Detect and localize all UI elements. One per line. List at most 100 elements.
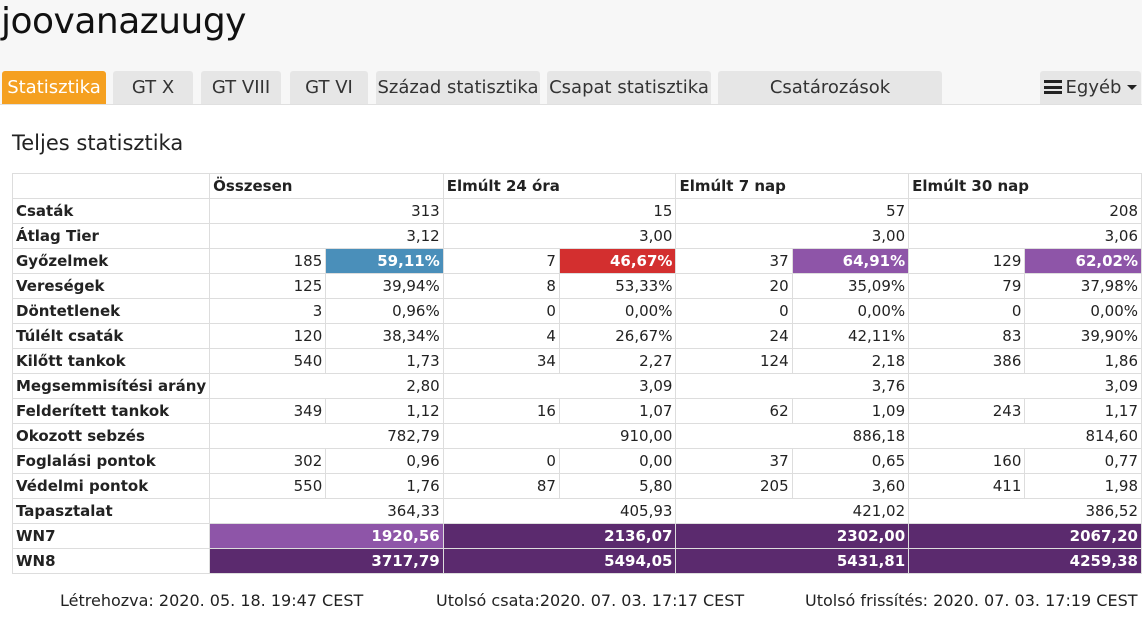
tab-label: Csapat statisztika <box>549 77 709 98</box>
ratio-cell: 46,67% <box>558 248 677 274</box>
count-cell: 349 <box>209 398 327 424</box>
value-cell: 886,18 <box>675 423 910 449</box>
count-cell: 185 <box>209 248 327 274</box>
ratio-cell: 0,65 <box>791 448 910 474</box>
count-cell: 205 <box>675 473 793 499</box>
value-cell: 4259,38 <box>908 548 1142 574</box>
ratio-cell: 0,00% <box>791 298 910 324</box>
table-row: Megsemmisítési arány 2,80 3,09 3,76 3,09 <box>11 373 1142 399</box>
value-cell: 2302,00 <box>675 523 910 549</box>
value-cell: 57 <box>675 198 910 224</box>
table-row: WN8 3717,79 5494,05 5431,81 4259,38 <box>11 548 1142 574</box>
count-cell: 4 <box>442 323 560 349</box>
table-row: Okozott sebzés 782,79 910,00 886,18 814,60 <box>11 423 1142 449</box>
value-cell: 814,60 <box>908 423 1142 449</box>
ratio-cell: 38,34% <box>325 323 444 349</box>
row-label: Átlag Tier <box>11 223 211 249</box>
value-cell: 3,76 <box>675 373 910 399</box>
value-cell: 3,09 <box>442 373 677 399</box>
row-label: Vereségek <box>11 273 211 299</box>
row-label: Védelmi pontok <box>11 473 211 499</box>
ratio-cell: 1,09 <box>791 398 910 424</box>
count-cell: 24 <box>675 323 793 349</box>
value-cell: 5431,81 <box>675 548 910 574</box>
ratio-cell: 1,98 <box>1024 473 1142 499</box>
last-battle-timestamp: Utolsó csata:2020. 07. 03. 17:17 CEST <box>436 591 745 610</box>
count-cell: 0 <box>442 448 560 474</box>
column-header: Összesen <box>209 173 444 199</box>
tab-bar: Statisztika GT X GT VIII GT VI Század st… <box>0 71 1142 131</box>
value-cell: 3,09 <box>908 373 1142 399</box>
row-label: WN7 <box>11 523 211 549</box>
tab-csapat-statisztika[interactable]: Csapat statisztika <box>547 71 711 104</box>
count-cell: 0 <box>908 298 1026 324</box>
count-cell: 20 <box>675 273 793 299</box>
table-row: Védelmi pontok 550 1,76 87 5,80 205 3,60 411 1,9… <box>11 473 1142 499</box>
count-cell: 160 <box>908 448 1026 474</box>
count-cell: 87 <box>442 473 560 499</box>
table-row: WN7 1920,56 2136,07 2302,00 2067,20 <box>11 523 1142 549</box>
count-cell: 243 <box>908 398 1026 424</box>
row-label: Döntetlenek <box>11 298 211 324</box>
value-cell: 1920,56 <box>209 523 444 549</box>
hamburger-menu-icon <box>1043 80 1062 94</box>
count-cell: 8 <box>442 273 560 299</box>
table-header-row: Összesen Elmúlt 24 óra Elmúlt 7 nap Elmú… <box>11 173 1142 199</box>
column-header: Elmúlt 7 nap <box>675 173 910 199</box>
table-row: Tapasztalat 364,33 405,93 421,02 386,52 <box>11 498 1142 524</box>
ratio-cell: 26,67% <box>558 323 677 349</box>
ratio-cell: 0,96% <box>325 298 444 324</box>
ratio-cell: 1,86 <box>1024 348 1142 374</box>
value-cell: 405,93 <box>442 498 677 524</box>
tab-egyeb-dropdown[interactable]: Egyéb <box>1040 71 1141 104</box>
count-cell: 125 <box>209 273 327 299</box>
count-cell: 0 <box>675 298 793 324</box>
ratio-cell: 59,11% <box>325 248 444 274</box>
ratio-cell: 2,27 <box>558 348 677 374</box>
ratio-cell: 1,17 <box>1024 398 1142 424</box>
count-cell: 37 <box>675 448 793 474</box>
ratio-cell: 53,33% <box>558 273 677 299</box>
count-cell: 124 <box>675 348 793 374</box>
row-label: WN8 <box>11 548 211 574</box>
tab-label: GT VIII <box>211 77 271 98</box>
ratio-cell: 62,02% <box>1024 248 1142 274</box>
value-cell: 2136,07 <box>442 523 677 549</box>
created-timestamp: Létrehozva: 2020. 05. 18. 19:47 CEST <box>60 591 364 610</box>
value-cell: 15 <box>442 198 677 224</box>
page-title: joovanazuugy <box>1 1 246 42</box>
count-cell: 7 <box>442 248 560 274</box>
tab-csatarozasok-statisztikak[interactable]: Csatározások statisztikák <box>718 71 942 131</box>
value-cell: 386,52 <box>908 498 1142 524</box>
ratio-cell: 1,07 <box>558 398 677 424</box>
ratio-cell: 35,09% <box>791 273 910 299</box>
value-cell: 3,00 <box>675 223 910 249</box>
ratio-cell: 1,73 <box>325 348 444 374</box>
ratio-cell: 0,00% <box>558 298 677 324</box>
row-label: Túlélt csaták <box>11 323 211 349</box>
value-cell: 421,02 <box>675 498 910 524</box>
ratio-cell: 0,77 <box>1024 448 1142 474</box>
ratio-cell: 42,11% <box>791 323 910 349</box>
tab-gt-x[interactable]: GT X <box>113 71 193 104</box>
tab-gt-viii[interactable]: GT VIII <box>201 71 281 104</box>
tab-label: GT VI <box>305 77 353 98</box>
stats-panel: Teljes statisztika Összesen Elmúlt 24 ór… <box>0 104 1142 621</box>
table-row: Átlag Tier 3,12 3,00 3,00 3,06 <box>11 223 1142 249</box>
ratio-cell: 1,12 <box>325 398 444 424</box>
ratio-cell: 0,00% <box>1024 298 1142 324</box>
value-cell: 2,80 <box>209 373 444 399</box>
row-label: Okozott sebzés <box>11 423 211 449</box>
value-cell: 208 <box>908 198 1142 224</box>
ratio-cell: 5,80 <box>558 473 677 499</box>
value-cell: 5494,05 <box>442 548 677 574</box>
count-cell: 550 <box>209 473 327 499</box>
tab-statisztika[interactable]: Statisztika <box>2 71 106 104</box>
row-label: Kilőtt tankok <box>11 348 211 374</box>
tab-szazad-statisztika[interactable]: Század statisztika <box>376 71 540 104</box>
tab-gt-vi[interactable]: GT VI <box>290 71 368 104</box>
tab-label: Század statisztika <box>377 77 539 98</box>
value-cell: 3,00 <box>442 223 677 249</box>
tab-label: GT X <box>131 77 175 98</box>
ratio-cell: 39,90% <box>1024 323 1142 349</box>
